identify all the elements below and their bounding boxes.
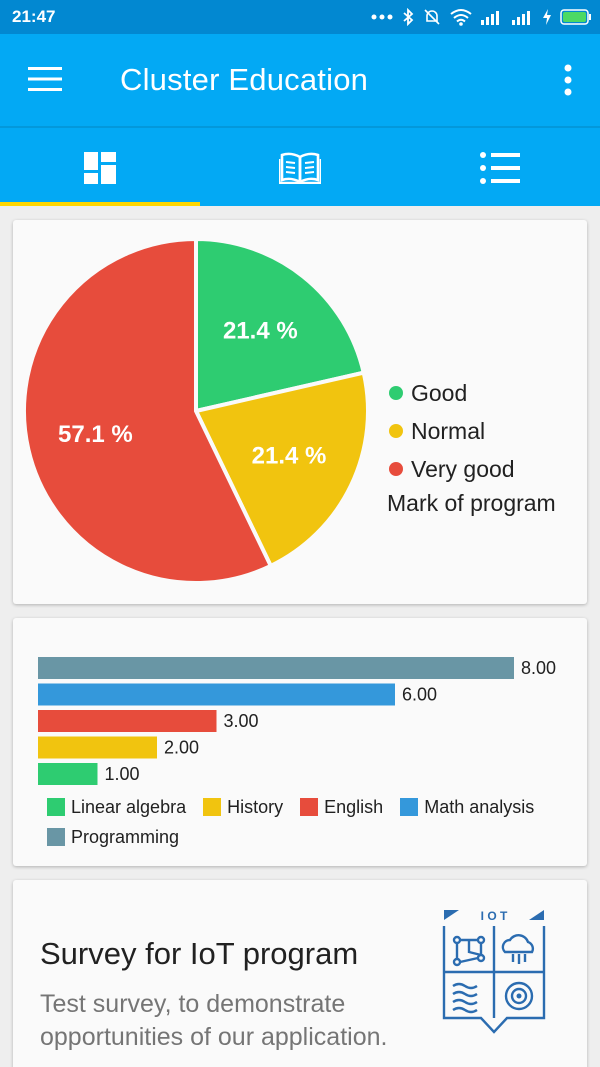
status-bar: 21:47 xyxy=(0,0,600,34)
legend-item-english: English xyxy=(300,792,383,822)
pie-chart-title: Mark of program xyxy=(387,490,556,516)
iot-logo-icon: I O T xyxy=(442,909,546,1034)
mute-bell-icon xyxy=(424,9,440,25)
bar-value-programming: 8.00 xyxy=(521,658,556,678)
legend-item-good: Good xyxy=(387,374,556,412)
legend-label-math-analysis: Math analysis xyxy=(424,796,535,817)
iot-logo-text: I O T xyxy=(481,909,508,923)
legend-label-good: Good xyxy=(411,379,468,406)
status-time: 21:47 xyxy=(12,7,56,26)
legend-item-linear-algebra: Linear algebra xyxy=(47,792,186,822)
legend-item-math-analysis: Math analysis xyxy=(400,792,534,822)
dashboard-icon xyxy=(84,152,116,184)
bar-value-math-analysis: 6.00 xyxy=(402,685,437,705)
tab-dashboard[interactable] xyxy=(0,128,200,208)
legend-item-programming: Programming xyxy=(47,822,179,852)
bar-math-analysis[interactable] xyxy=(38,683,395,706)
hamburger-menu-icon[interactable] xyxy=(28,66,62,92)
bar-value-history: 2.00 xyxy=(164,738,199,758)
pie-slice-good[interactable] xyxy=(194,236,367,414)
signal-icon-2 xyxy=(512,11,530,25)
legend-dot-very-good xyxy=(389,462,403,476)
bar-programming[interactable] xyxy=(38,657,514,679)
tab-book[interactable] xyxy=(200,128,400,208)
pie-label-very-good: 57.1 % xyxy=(58,421,133,448)
book-icon xyxy=(279,152,321,184)
survey-description: Test survey, to demonstrate opportunitie… xyxy=(40,990,388,1051)
pie-slice-very-good[interactable] xyxy=(22,236,274,585)
pie-label-normal: 21.4 % xyxy=(252,443,327,470)
legend-label-very-good: Very good xyxy=(411,455,515,482)
legend-dot-good xyxy=(389,386,403,400)
legend-swatch-linear-algebra xyxy=(47,798,65,816)
legend-item-very-good: Very good xyxy=(387,450,556,488)
pie-legend: Good Normal Very good Mark of program xyxy=(387,374,556,517)
tab-bar xyxy=(0,126,600,206)
legend-swatch-english xyxy=(300,798,319,816)
battery-icon xyxy=(560,9,591,25)
legend-label-programming: Programming xyxy=(71,826,180,847)
legend-item-normal: Normal xyxy=(387,412,556,450)
list-icon xyxy=(480,152,520,184)
app-bar: Cluster Education xyxy=(0,34,600,126)
bar-linear-algebra[interactable] xyxy=(38,763,98,785)
legend-swatch-programming xyxy=(47,828,65,846)
signal-icon xyxy=(481,11,499,25)
pie-chart-card: 21.4 % 21.4 % 57.1 % Good Normal Very good… xyxy=(13,220,587,604)
bar-chart-card: 8.00 6.00 3.00 2.00 1.00 Linear algebra Hist… xyxy=(13,618,587,866)
charging-icon xyxy=(543,9,551,25)
legend-swatch-math-analysis xyxy=(400,798,419,816)
legend-label-history: History xyxy=(227,796,284,817)
selected-tab-indicator xyxy=(0,202,200,206)
bar-history[interactable] xyxy=(38,736,157,759)
legend-label-normal: Normal xyxy=(411,417,486,444)
notification-dots-icon xyxy=(371,14,393,20)
legend-label-english: English xyxy=(324,796,384,817)
app-title: Cluster Education xyxy=(120,62,369,97)
survey-card[interactable]: Survey for IoT program Test survey, to d… xyxy=(13,880,587,1067)
legend-swatch-history xyxy=(203,798,222,816)
legend-label-linear-algebra: Linear algebra xyxy=(71,796,187,817)
status-icons xyxy=(371,4,592,30)
tab-list[interactable] xyxy=(400,128,600,208)
bar-value-linear-algebra: 1.00 xyxy=(105,764,140,784)
bar-value-english: 3.00 xyxy=(224,711,259,731)
bar-chart: 8.00 6.00 3.00 2.00 1.00 xyxy=(38,657,556,785)
pie-label-good: 21.4 % xyxy=(223,317,298,344)
legend-dot-normal xyxy=(389,424,403,438)
more-vert-icon[interactable] xyxy=(562,64,574,96)
bar-english[interactable] xyxy=(38,710,217,732)
bar-legend: Linear algebra History English Math anal… xyxy=(47,792,567,852)
pie-slice-normal[interactable] xyxy=(193,370,370,569)
pie-chart: 21.4 % 21.4 % 57.1 % xyxy=(22,236,370,585)
wifi-icon xyxy=(450,9,472,26)
survey-title: Survey for IoT program xyxy=(40,936,359,971)
legend-item-history: History xyxy=(203,792,283,822)
bluetooth-icon xyxy=(403,8,414,26)
